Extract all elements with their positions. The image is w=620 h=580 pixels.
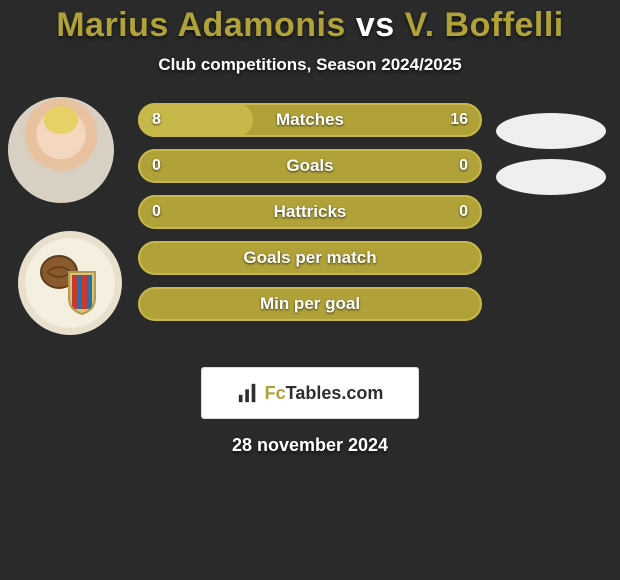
title-player2: V. Boffelli (405, 6, 564, 44)
club-badge (18, 231, 122, 335)
stat-bar-fill-left (138, 103, 253, 137)
title-vs: vs (356, 6, 395, 44)
brand-suffix: Tables.com (286, 383, 384, 403)
stat-row-goals: Goals00 (138, 149, 482, 183)
player2-avatar-oval-1 (496, 113, 606, 149)
stat-row-min-per-goal: Min per goal (138, 287, 482, 321)
stat-row-hattricks: Hattricks00 (138, 195, 482, 229)
player1-avatar (8, 97, 114, 203)
stat-bar-bg (138, 195, 482, 229)
brand-prefix: Fc (265, 383, 286, 403)
stat-row-goals-per-match: Goals per match (138, 241, 482, 275)
stat-bar-bg (138, 149, 482, 183)
bar-chart-icon (237, 382, 259, 404)
footer-date: 28 november 2024 (0, 435, 620, 456)
brand-card: FcTables.com (201, 367, 419, 419)
stat-bar-bg (138, 287, 482, 321)
club-badge-icon (35, 248, 105, 318)
stat-bar-bg (138, 241, 482, 275)
comparison-body: Matches816 Goals00 Hattricks00 Goals per ma… (0, 103, 620, 363)
page-title: Marius Adamonis vs V. Boffelli (0, 0, 620, 45)
title-player1: Marius Adamonis (56, 6, 346, 44)
brand-text: FcTables.com (265, 383, 384, 404)
stat-row-matches: Matches816 (138, 103, 482, 137)
subtitle: Club competitions, Season 2024/2025 (0, 55, 620, 75)
player2-avatar-oval-2 (496, 159, 606, 195)
stat-bars: Matches816 Goals00 Hattricks00 Goals per ma… (138, 103, 482, 333)
